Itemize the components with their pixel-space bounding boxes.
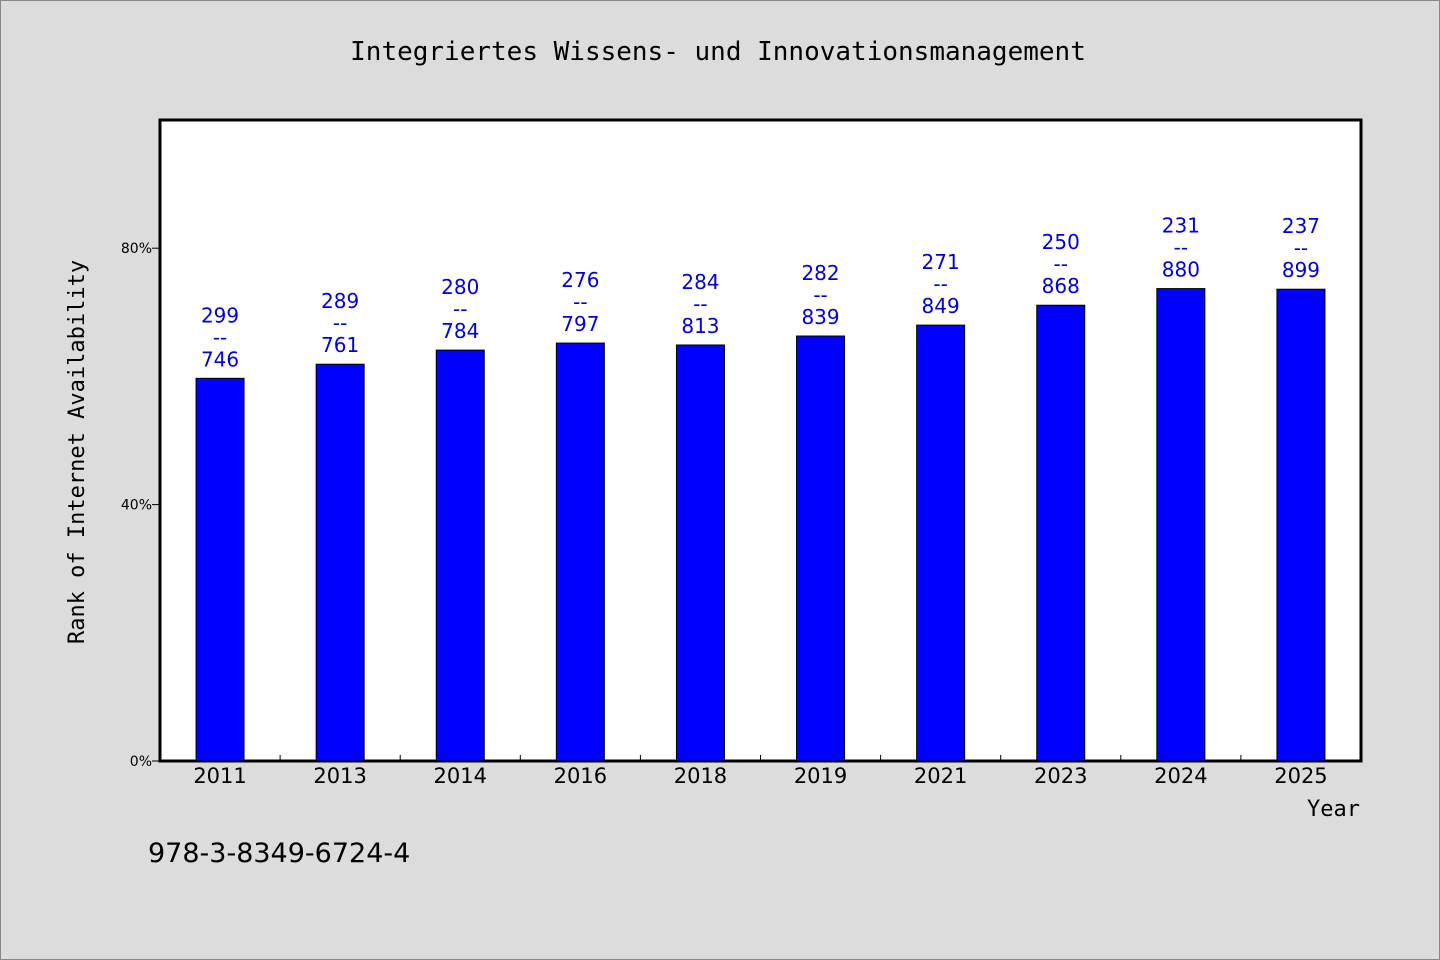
data-label-2024-line-3: 880 bbox=[1162, 258, 1200, 282]
y-tick-label-40: 40% bbox=[121, 498, 152, 514]
x-tick-label-2018: 2018 bbox=[674, 764, 727, 788]
data-label-2016-line-1: 276 bbox=[561, 268, 599, 292]
data-label-2013-line-1: 289 bbox=[321, 289, 359, 313]
data-labels-group: 299--746289--761280--784276--797284--813… bbox=[201, 214, 1320, 372]
y-tick-label-0: 0% bbox=[130, 754, 152, 770]
bar-2019 bbox=[796, 335, 846, 762]
data-label-2025-line-1: 237 bbox=[1282, 214, 1320, 238]
data-label-2018-line-2: -- bbox=[693, 292, 707, 316]
data-label-2016-line-2: -- bbox=[573, 290, 587, 314]
x-tick-label-2025: 2025 bbox=[1274, 764, 1327, 788]
data-label-2014-line-2: -- bbox=[453, 297, 467, 321]
data-label-2025-line-2: -- bbox=[1294, 236, 1308, 260]
bar-2025 bbox=[1276, 288, 1326, 762]
x-axis: 2011 2013 2014 2016 2018 2019 2021 2023 2024 2025 bbox=[193, 755, 1328, 788]
bar-2011 bbox=[195, 377, 245, 762]
x-tick-label-2014: 2014 bbox=[434, 764, 487, 788]
data-label-2021-line-1: 271 bbox=[922, 250, 960, 274]
data-label-2014-line-3: 784 bbox=[441, 319, 479, 343]
y-axis-title: Rank of Internet Availability bbox=[65, 260, 90, 644]
x-tick-label-2021: 2021 bbox=[914, 764, 967, 788]
data-label-2021-line-3: 849 bbox=[922, 294, 960, 318]
data-label-2011-line-1: 299 bbox=[201, 303, 239, 327]
footer-isbn: 978-3-8349-6724-4 bbox=[148, 838, 410, 869]
data-label-2023-line-1: 250 bbox=[1042, 230, 1080, 254]
x-tick-label-2011: 2011 bbox=[193, 764, 246, 788]
bar-2018 bbox=[675, 344, 725, 762]
bar-2024 bbox=[1156, 288, 1206, 762]
data-label-2018-line-1: 284 bbox=[681, 270, 719, 294]
data-label-2025-line-3: 899 bbox=[1282, 258, 1320, 282]
bar-2023 bbox=[1036, 304, 1086, 762]
data-label-2023-line-2: -- bbox=[1054, 252, 1068, 276]
data-label-2018-line-3: 813 bbox=[681, 314, 719, 338]
data-label-2014-line-1: 280 bbox=[441, 275, 479, 299]
y-axis: 0% 40% 80% bbox=[121, 241, 160, 770]
x-axis-title: Year bbox=[1307, 797, 1360, 822]
bar-2014 bbox=[435, 349, 485, 762]
y-tick-label-80: 80% bbox=[121, 241, 152, 257]
data-label-2016-line-3: 797 bbox=[561, 312, 599, 336]
bar-2013 bbox=[315, 363, 365, 762]
data-label-2024-line-2: -- bbox=[1174, 236, 1188, 260]
data-label-2013-line-2: -- bbox=[333, 311, 347, 335]
data-label-2021-line-2: -- bbox=[933, 272, 947, 296]
data-label-2019-line-3: 839 bbox=[801, 305, 839, 329]
x-tick-label-2019: 2019 bbox=[794, 764, 847, 788]
x-tick-label-2023: 2023 bbox=[1034, 764, 1087, 788]
data-label-2019-line-1: 282 bbox=[801, 261, 839, 285]
x-tick-label-2016: 2016 bbox=[554, 764, 607, 788]
data-label-2019-line-2: -- bbox=[813, 283, 827, 307]
x-tick-label-2024: 2024 bbox=[1154, 764, 1207, 788]
data-label-2011-line-3: 746 bbox=[201, 347, 239, 371]
x-tick-label-2013: 2013 bbox=[313, 764, 366, 788]
bar-2021 bbox=[916, 324, 966, 762]
data-label-2013-line-3: 761 bbox=[321, 333, 359, 357]
data-label-2011-line-2: -- bbox=[213, 325, 227, 349]
chart-title: Integriertes Wissens- und Innovationsman… bbox=[350, 37, 1086, 67]
data-label-2023-line-3: 868 bbox=[1042, 274, 1080, 298]
data-label-2024-line-1: 231 bbox=[1162, 214, 1200, 238]
bar-2016 bbox=[555, 342, 605, 762]
bars-group bbox=[195, 288, 1326, 762]
